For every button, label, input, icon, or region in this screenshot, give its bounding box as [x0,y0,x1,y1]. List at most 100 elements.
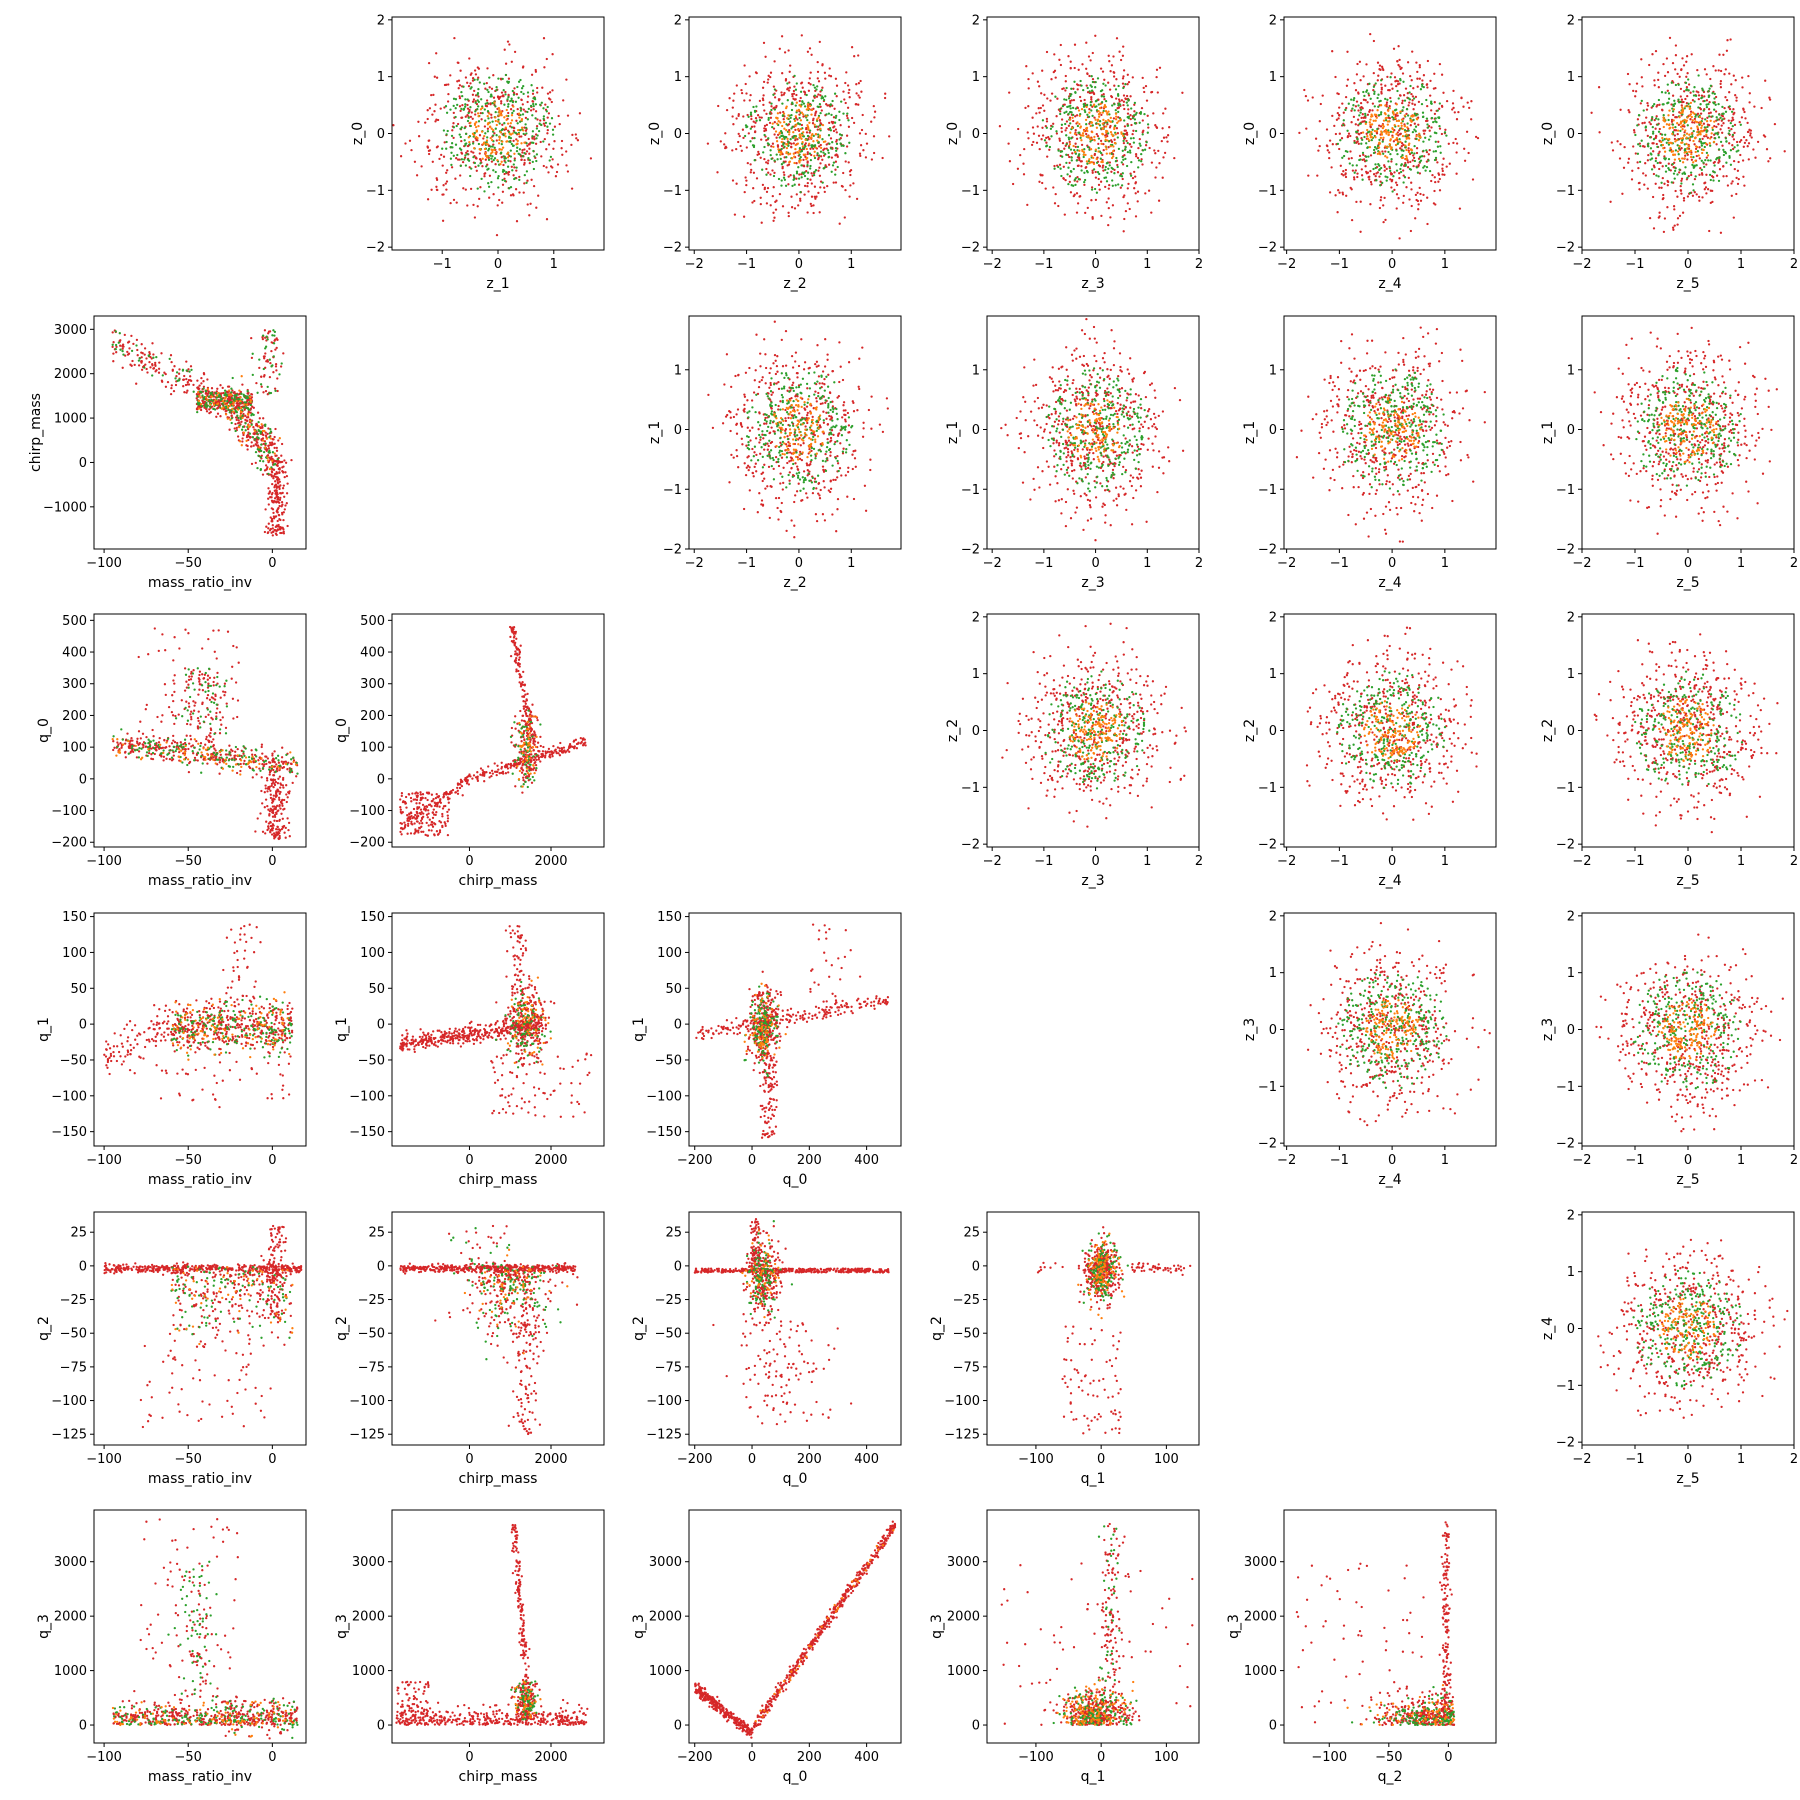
data-point [1339,139,1342,142]
data-point [1069,101,1072,105]
data-point [1094,148,1098,151]
data-point [1336,111,1339,115]
data-point [1686,158,1689,161]
data-point [1330,166,1333,169]
data-point [1386,156,1389,159]
data-point [1425,149,1428,152]
data-point [511,144,515,148]
data-point [1658,186,1661,189]
data-point [436,118,440,122]
data-point [1384,150,1387,153]
data-point [807,190,810,193]
data-point [1368,145,1372,149]
data-point [1727,132,1730,135]
data-point [780,184,783,187]
data-point [464,103,467,106]
data-point [1389,100,1393,103]
data-point [765,202,769,205]
data-point [500,160,503,163]
data-point [779,121,782,124]
data-point [1106,171,1109,175]
data-point [1381,126,1385,130]
data-point [1434,203,1437,206]
data-point [513,50,517,54]
data-point [431,113,434,116]
data-point [812,83,815,87]
data-point [1395,137,1399,140]
data-point [1351,164,1354,167]
data-point [1426,59,1430,63]
data-point [473,147,476,150]
data-point [794,143,797,147]
data-point [1633,131,1636,134]
data-point [526,95,530,98]
data-point [1717,123,1720,126]
data-point [1164,107,1167,110]
data-point [813,170,816,174]
data-point [735,84,738,87]
data-point [205,407,208,411]
data-point [151,342,154,345]
data-point [1383,196,1386,200]
data-point [488,76,491,79]
data-point [1740,139,1743,142]
data-point [1371,102,1375,105]
data-point [1134,215,1138,218]
data-point [1064,129,1067,132]
data-point [550,100,553,104]
y-tick-label: 2 [1567,13,1575,28]
data-point [445,111,449,114]
data-point [818,119,822,122]
data-point [1101,89,1104,92]
data-point [1699,166,1702,170]
data-point [1137,159,1141,162]
data-point [145,357,148,360]
data-point [557,114,560,118]
data-point [1117,84,1120,88]
data-point [1690,158,1694,161]
data-point [1130,145,1133,148]
data-point [1364,99,1367,102]
data-point [1389,169,1392,173]
data-point [1671,226,1675,229]
data-point [1134,192,1137,195]
data-point [771,125,774,129]
data-point [1411,102,1414,105]
data-point [800,82,803,85]
data-point [1067,146,1071,149]
data-point [819,105,822,108]
data-point [1702,161,1705,164]
data-point [1111,134,1115,138]
x-tick-label: 1 [1441,257,1449,272]
data-point [1698,138,1702,141]
data-point [845,134,849,137]
data-point [511,89,514,93]
data-point [1344,95,1348,99]
data-point [1409,229,1413,233]
data-point [1374,166,1377,170]
data-point [824,153,827,156]
data-point [738,134,741,138]
data-point [827,112,831,115]
data-point [1709,119,1712,122]
data-point [1384,128,1388,132]
data-point [1108,119,1111,123]
data-point [807,107,810,110]
data-point [490,87,494,90]
data-point [516,139,519,143]
data-point [509,99,512,103]
data-point [1084,118,1088,122]
data-point [546,128,549,132]
data-point [819,162,822,165]
data-point [468,57,471,60]
data-point [1654,157,1658,160]
data-point [1162,156,1165,159]
data-point [524,116,528,120]
data-point [745,92,748,95]
data-point [1411,50,1414,53]
data-point [527,107,530,111]
data-point [763,133,766,137]
data-point [469,115,473,119]
data-point [483,134,486,138]
data-point [766,81,769,84]
